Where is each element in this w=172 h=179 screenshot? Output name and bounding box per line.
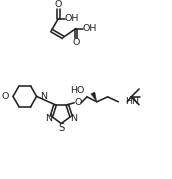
- Text: N: N: [71, 114, 77, 123]
- Text: O: O: [72, 38, 80, 47]
- Text: S: S: [58, 123, 64, 133]
- Text: HN: HN: [125, 97, 139, 106]
- Text: OH: OH: [65, 14, 79, 23]
- Text: O: O: [2, 92, 9, 101]
- Polygon shape: [91, 92, 97, 102]
- Text: HO: HO: [71, 86, 85, 95]
- Text: O: O: [55, 0, 62, 9]
- Text: N: N: [45, 114, 52, 123]
- Text: O: O: [74, 98, 82, 107]
- Text: OH: OH: [83, 24, 97, 33]
- Text: N: N: [41, 92, 47, 101]
